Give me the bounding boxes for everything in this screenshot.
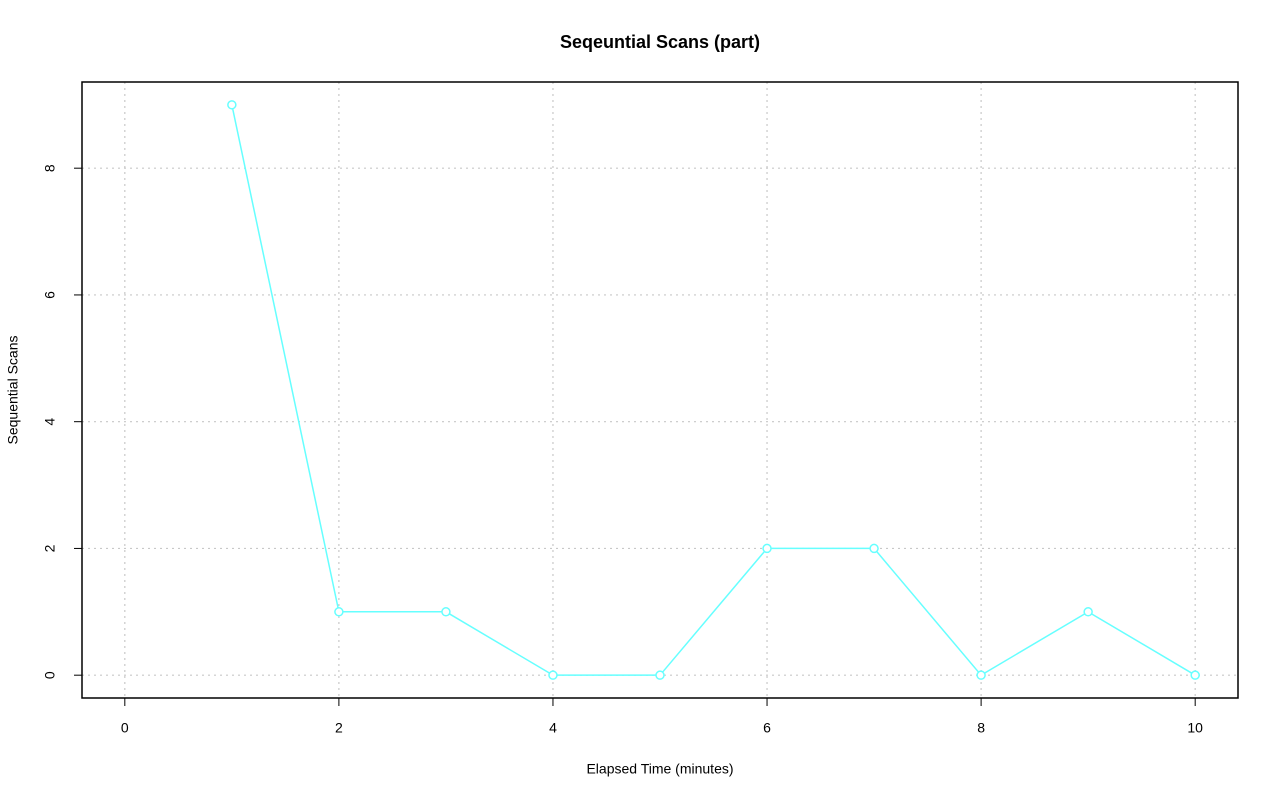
plot-data	[227, 100, 1200, 680]
y-tick-label: 8	[42, 164, 58, 172]
y-tick-label: 0	[42, 671, 58, 679]
y-tick-label: 2	[42, 544, 58, 552]
x-tick-label: 4	[549, 720, 557, 736]
plot-frame	[81, 81, 1239, 699]
data-point	[1190, 670, 1200, 680]
x-tick-label: 8	[977, 720, 985, 736]
x-tick-label: 6	[763, 720, 771, 736]
grid	[82, 82, 1238, 698]
data-point	[869, 543, 879, 554]
chart-title: Seqeuntial Scans (part)	[560, 32, 760, 52]
y-tick-label: 4	[42, 418, 58, 426]
data-point	[441, 607, 451, 617]
x-tick-label: 2	[335, 720, 343, 736]
data-point	[655, 670, 665, 680]
data-point	[976, 670, 986, 680]
x-tick-label: 0	[121, 720, 129, 736]
y-axis-label: Sequential Scans	[5, 336, 21, 445]
data-point	[548, 670, 558, 680]
x-axis-label: Elapsed Time (minutes)	[586, 761, 733, 777]
data-point	[227, 100, 237, 110]
data-point	[334, 607, 344, 617]
data-line	[231, 104, 1196, 677]
x-tick-label: 10	[1187, 720, 1203, 736]
data-point	[762, 543, 772, 554]
y-tick-label: 6	[42, 291, 58, 299]
data-point	[1083, 607, 1093, 617]
